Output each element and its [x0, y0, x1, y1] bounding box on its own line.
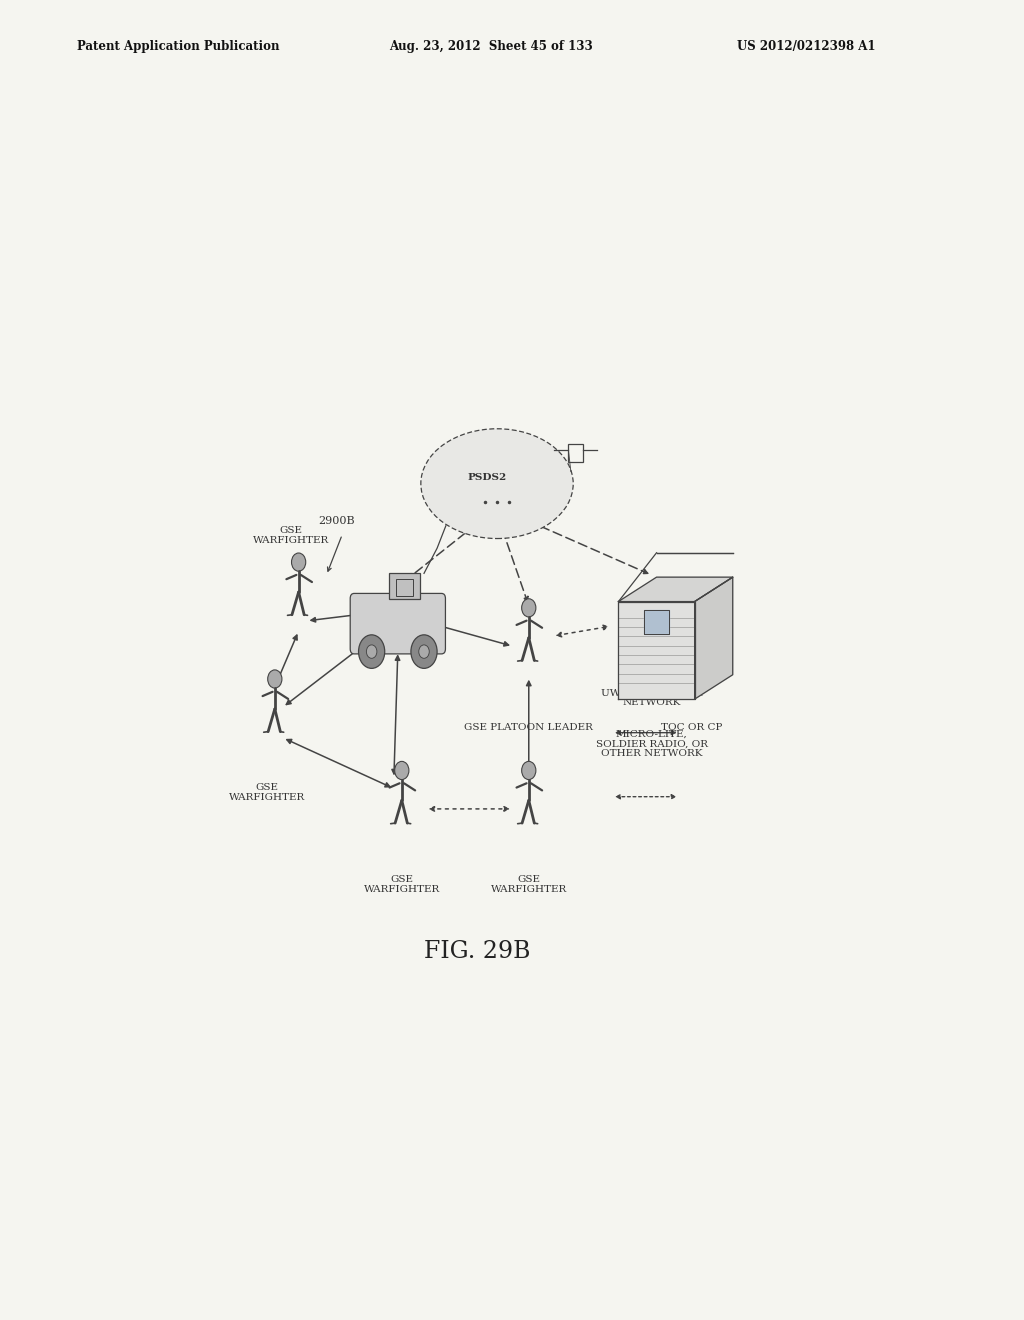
- Ellipse shape: [421, 429, 573, 539]
- Bar: [568, 444, 583, 462]
- Bar: [395, 579, 413, 595]
- Text: 2900B: 2900B: [318, 516, 355, 527]
- Text: FIG. 29B: FIG. 29B: [424, 940, 530, 962]
- Circle shape: [521, 599, 536, 616]
- Text: Patent Application Publication: Patent Application Publication: [77, 40, 280, 53]
- Text: GSE
WARFIGHTER: GSE WARFIGHTER: [253, 525, 329, 545]
- Circle shape: [358, 635, 385, 668]
- Polygon shape: [644, 610, 670, 634]
- Text: Aug. 23, 2012  Sheet 45 of 133: Aug. 23, 2012 Sheet 45 of 133: [389, 40, 593, 53]
- Polygon shape: [694, 577, 733, 700]
- Circle shape: [521, 762, 536, 780]
- Text: PSDS2: PSDS2: [468, 473, 507, 482]
- Circle shape: [292, 553, 306, 572]
- Polygon shape: [618, 602, 694, 700]
- Text: GSE PLATOON LEADER: GSE PLATOON LEADER: [464, 722, 593, 731]
- Text: US 2012/0212398 A1: US 2012/0212398 A1: [737, 40, 876, 53]
- Text: UWB LOCAL AREA
NETWORK: UWB LOCAL AREA NETWORK: [601, 689, 702, 708]
- Circle shape: [394, 762, 409, 780]
- FancyBboxPatch shape: [350, 594, 445, 653]
- Text: GSE
WARFIGHTER: GSE WARFIGHTER: [364, 875, 440, 894]
- Text: GSE
WARFIGHTER: GSE WARFIGHTER: [228, 784, 305, 803]
- Text: GSE
WARFIGHTER: GSE WARFIGHTER: [490, 875, 567, 894]
- Circle shape: [419, 645, 429, 659]
- Circle shape: [267, 669, 282, 688]
- Text: TOC OR CP: TOC OR CP: [660, 722, 722, 731]
- Text: MICRO-LITE,
SOLDIER RADIO, OR
OTHER NETWORK: MICRO-LITE, SOLDIER RADIO, OR OTHER NETW…: [596, 730, 708, 758]
- Polygon shape: [618, 577, 733, 602]
- Circle shape: [367, 645, 377, 659]
- Circle shape: [411, 635, 437, 668]
- Polygon shape: [389, 573, 420, 598]
